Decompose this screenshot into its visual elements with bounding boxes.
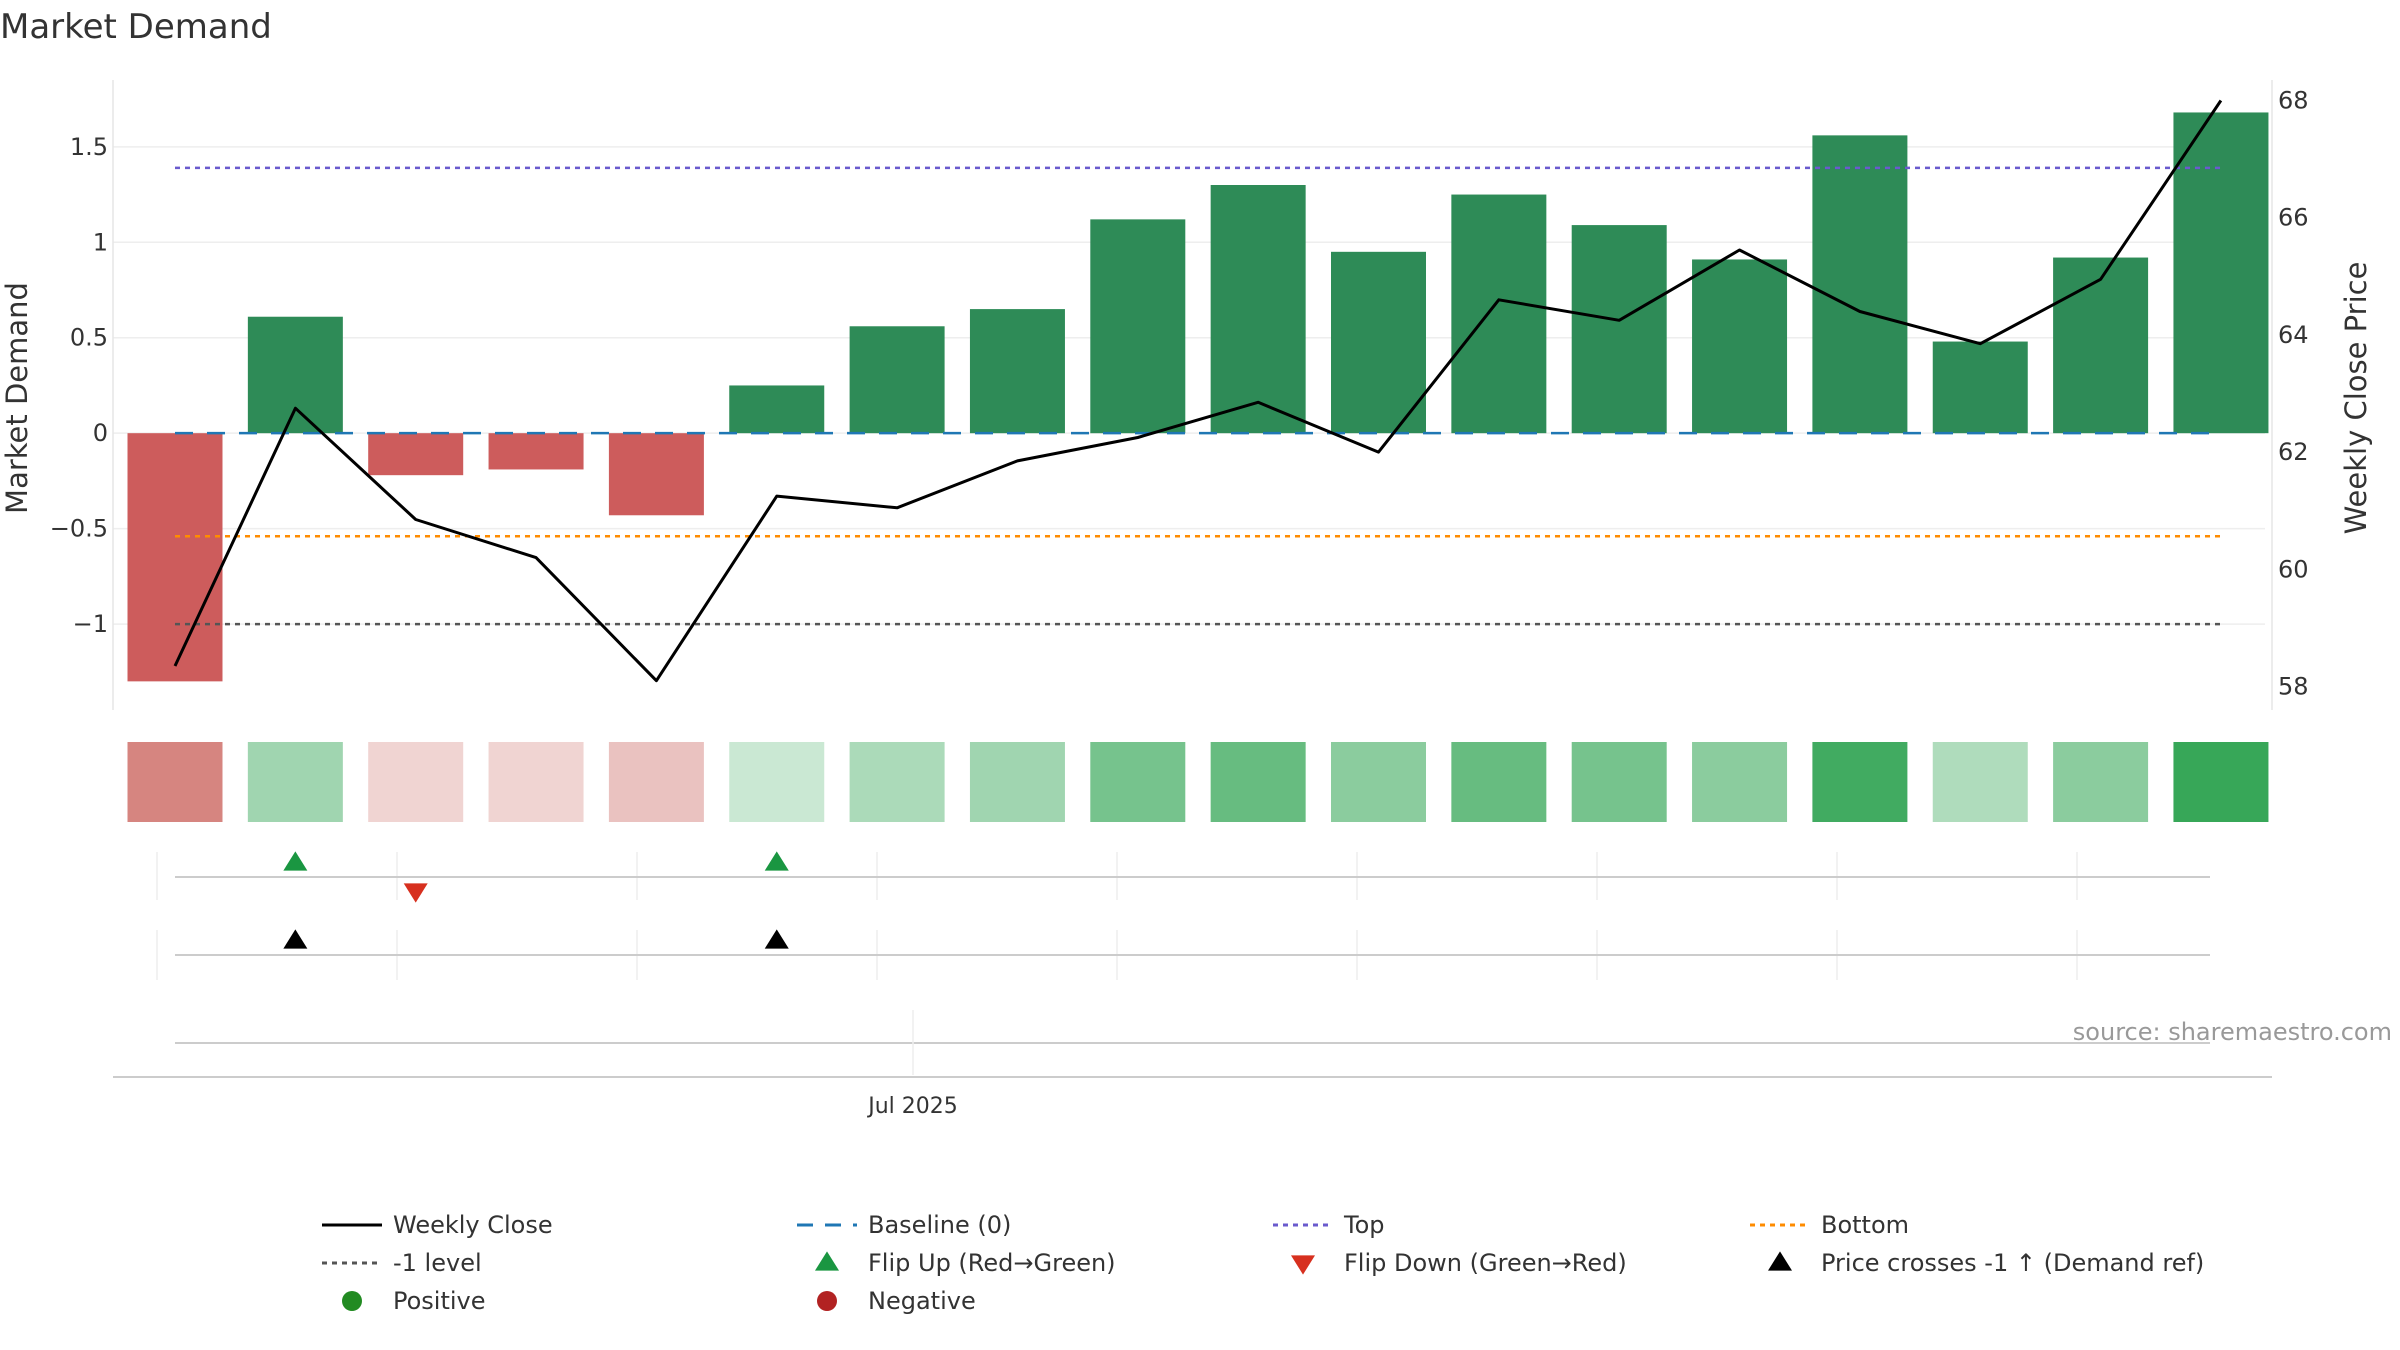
heat-cell bbox=[608, 742, 704, 822]
legend-symbol bbox=[817, 1291, 837, 1311]
demand-bar bbox=[1571, 225, 1667, 434]
y-tick-label: 0.5 bbox=[70, 324, 108, 352]
y2-tick-label: 60 bbox=[2278, 555, 2309, 583]
main-plot: 1.5 1 0.5 0 −0.5 −1 68 66 64 62 60 58 bbox=[50, 80, 2309, 710]
heat-strip bbox=[127, 742, 2269, 822]
price-cross-marker bbox=[283, 929, 308, 949]
price-cross-marker bbox=[764, 929, 789, 949]
legend-item: Flip Up (Red→Green) bbox=[815, 1249, 1116, 1277]
y-tick-label: −0.5 bbox=[50, 515, 108, 543]
demand-bar bbox=[1210, 185, 1306, 434]
heat-cell bbox=[969, 742, 1065, 822]
demand-bar bbox=[1451, 194, 1547, 434]
legend-item: Bottom bbox=[1750, 1211, 1909, 1239]
demand-bar bbox=[2053, 257, 2149, 434]
legend-label: Negative bbox=[868, 1287, 976, 1315]
heat-cell bbox=[127, 742, 223, 822]
heat-cell bbox=[1210, 742, 1306, 822]
demand-bar bbox=[729, 385, 825, 434]
y-axis-title: Market Demand bbox=[0, 282, 34, 514]
source-note: source: sharemaestro.com bbox=[2073, 1018, 2392, 1046]
legend-item: Top bbox=[1273, 1211, 1385, 1239]
y-tick-label: −1 bbox=[73, 610, 108, 638]
heat-cell bbox=[488, 742, 584, 822]
flip-markers-row bbox=[156, 851, 2210, 903]
demand-bar bbox=[969, 309, 1065, 434]
y-tick-label: 1 bbox=[93, 228, 108, 256]
demand-bar bbox=[1331, 251, 1426, 434]
weekly-close-line bbox=[173, 99, 2223, 683]
demand-bar bbox=[247, 316, 343, 434]
legend-symbol bbox=[1291, 1255, 1315, 1275]
heat-cell bbox=[2173, 742, 2269, 822]
demand-bar bbox=[488, 433, 584, 470]
legend-label: Baseline (0) bbox=[868, 1211, 1011, 1239]
heat-cell bbox=[1451, 742, 1547, 822]
legend-item: Baseline (0) bbox=[797, 1211, 1011, 1239]
legend: Weekly Close Baseline (0) Top Bottom -1 leve… bbox=[322, 1211, 2204, 1315]
y-tick-label: 0 bbox=[93, 419, 108, 447]
legend-item: Positive bbox=[342, 1287, 486, 1315]
demand-bar bbox=[1692, 259, 1788, 434]
legend-label: Bottom bbox=[1821, 1211, 1909, 1239]
demand-bar bbox=[368, 433, 464, 476]
legend-label: Weekly Close bbox=[393, 1211, 553, 1239]
legend-label: Positive bbox=[393, 1287, 486, 1315]
demand-bar bbox=[849, 326, 945, 434]
heat-cell bbox=[1331, 742, 1426, 822]
heat-cell bbox=[368, 742, 464, 822]
flip-down-marker bbox=[403, 883, 428, 903]
y2-tick-label: 62 bbox=[2278, 438, 2309, 466]
y2-axis-title: Weekly Close Price bbox=[2339, 262, 2373, 535]
legend-item: Price crosses -1 ↑ (Demand ref) bbox=[1768, 1249, 2204, 1277]
heat-cell bbox=[1571, 742, 1667, 822]
demand-bar bbox=[608, 433, 704, 516]
legend-symbol bbox=[1768, 1251, 1792, 1271]
heat-cell bbox=[1932, 742, 2028, 822]
demand-bar bbox=[1932, 341, 2028, 434]
legend-label: -1 level bbox=[393, 1249, 482, 1277]
range-axis: Jul 2025 bbox=[113, 1010, 2272, 1119]
demand-bar bbox=[2173, 112, 2269, 434]
y2-tick-label: 68 bbox=[2278, 87, 2309, 115]
legend-label: Price crosses -1 ↑ (Demand ref) bbox=[1821, 1249, 2204, 1277]
legend-symbol bbox=[815, 1251, 839, 1271]
flip-up-marker bbox=[764, 851, 789, 871]
legend-item: -1 level bbox=[322, 1249, 482, 1277]
demand-bar bbox=[1090, 219, 1186, 434]
demand-bar bbox=[1812, 135, 1908, 434]
y2-tick-label: 64 bbox=[2278, 321, 2309, 349]
y-tick-label: 1.5 bbox=[70, 133, 108, 161]
legend-label: Top bbox=[1343, 1211, 1385, 1239]
legend-item: Flip Down (Green→Red) bbox=[1291, 1249, 1627, 1277]
legend-label: Flip Up (Red→Green) bbox=[868, 1249, 1116, 1277]
y2-tick-label: 66 bbox=[2278, 204, 2309, 232]
legend-item: Negative bbox=[817, 1287, 976, 1315]
heat-cell bbox=[1812, 742, 1908, 822]
heat-cell bbox=[1692, 742, 1788, 822]
price-cross-row bbox=[156, 929, 2210, 980]
heat-cell bbox=[849, 742, 945, 822]
x-tick-label: Jul 2025 bbox=[866, 1094, 958, 1119]
heat-cell bbox=[2053, 742, 2149, 822]
legend-symbol bbox=[342, 1291, 362, 1311]
demand-bar bbox=[127, 433, 223, 682]
chart-title: Market Demand bbox=[0, 7, 272, 47]
y2-tick-label: 58 bbox=[2278, 673, 2309, 701]
legend-label: Flip Down (Green→Red) bbox=[1344, 1249, 1627, 1277]
heat-cell bbox=[729, 742, 825, 822]
flip-up-marker bbox=[283, 851, 308, 871]
legend-item: Weekly Close bbox=[322, 1211, 553, 1239]
heat-cell bbox=[247, 742, 343, 822]
heat-cell bbox=[1090, 742, 1186, 822]
